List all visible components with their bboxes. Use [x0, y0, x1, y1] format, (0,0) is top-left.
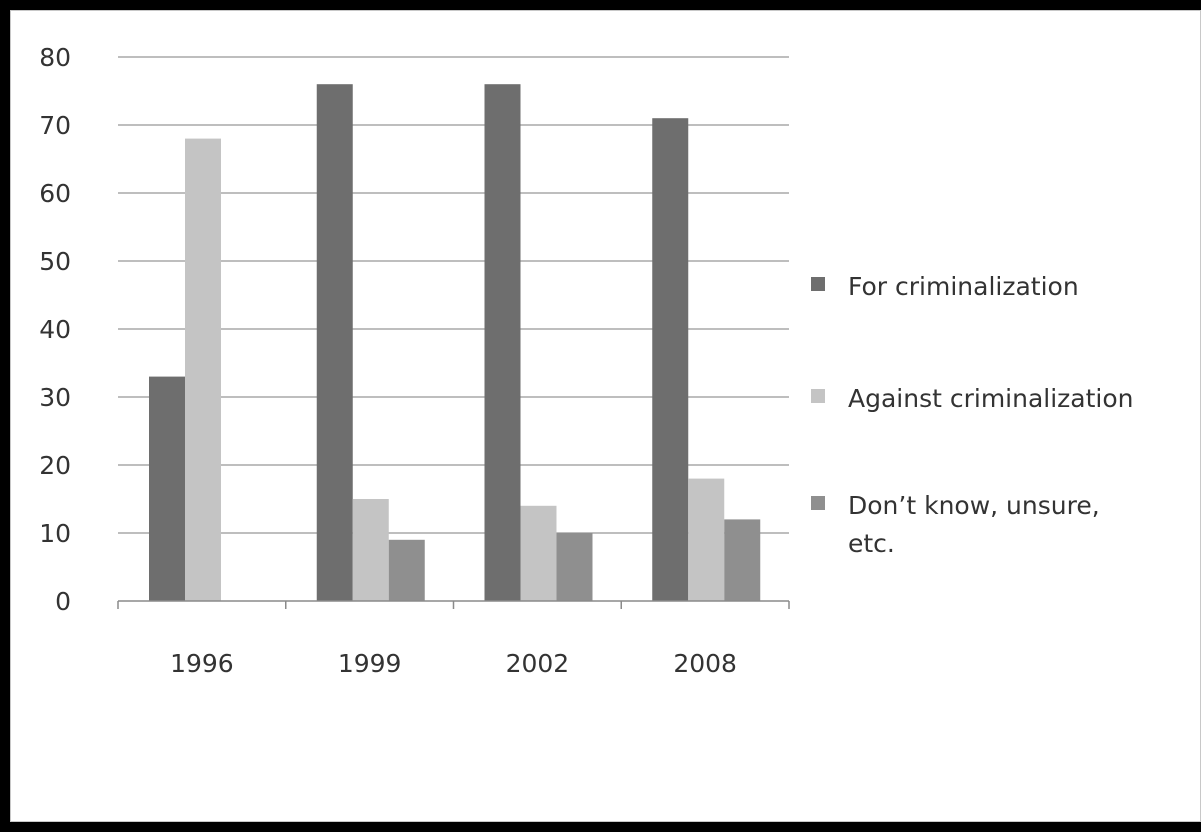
bar: [149, 377, 185, 601]
y-tick-label: 20: [39, 451, 71, 480]
legend-swatch: [811, 277, 825, 291]
bar: [317, 84, 353, 601]
y-tick-label: 10: [39, 519, 71, 548]
bar: [557, 533, 593, 601]
bar: [485, 84, 521, 601]
legend-swatch: [811, 389, 825, 403]
bar: [724, 519, 760, 601]
bar: [521, 506, 557, 601]
x-tick-labels: 1996 1999 2002 2008: [170, 649, 737, 678]
x-axis: [118, 601, 789, 609]
chart-frame: 0 10 20 30 40 50 60 70 80 1996 1999 2002 2008 For c…: [10, 10, 1201, 822]
legend-label: Against criminalization: [848, 384, 1134, 413]
y-tick-label: 40: [39, 315, 71, 344]
bar: [688, 479, 724, 601]
y-tick-label: 30: [39, 383, 71, 412]
legend-label: For criminalization: [848, 272, 1079, 301]
bar-chart: 0 10 20 30 40 50 60 70 80 1996 1999 2002 2008 For c…: [11, 11, 1201, 823]
y-tick-label: 0: [55, 587, 71, 616]
bar: [353, 499, 389, 601]
legend: For criminalization Against criminalizati…: [811, 272, 1134, 558]
x-tick-label: 1999: [338, 649, 402, 678]
y-tick-labels: 0 10 20 30 40 50 60 70 80: [39, 43, 71, 616]
legend-label: Don’t know, unsure, etc.: [848, 491, 1100, 558]
legend-swatch: [811, 496, 825, 510]
x-tick-label: 2002: [506, 649, 570, 678]
y-tick-label: 80: [39, 43, 71, 72]
bar: [652, 118, 688, 601]
x-tick-label: 2008: [673, 649, 737, 678]
y-tick-label: 70: [39, 111, 71, 140]
y-tick-label: 60: [39, 179, 71, 208]
bars: [149, 84, 760, 601]
bar: [185, 139, 221, 601]
bar: [389, 540, 425, 601]
y-tick-label: 50: [39, 247, 71, 276]
x-tick-label: 1996: [170, 649, 234, 678]
